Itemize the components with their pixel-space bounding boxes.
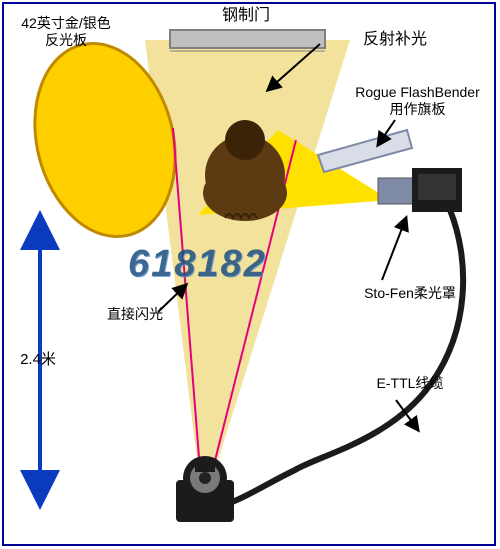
label-ettl: E-TTL线缆: [360, 375, 460, 392]
label-flashbender: Rogue FlashBender 用作旗板: [335, 84, 500, 118]
label-reflector: 42英寸金/银色 反光板: [6, 15, 126, 49]
label-bounce: 反射补光: [340, 30, 450, 49]
camera-hotshoe: [195, 460, 215, 472]
flashbender-flag: [318, 130, 412, 172]
label-steel-door: 钢制门: [196, 6, 296, 25]
label-stofen: Sto-Fen柔光罩: [335, 285, 485, 302]
subject-hair: [225, 120, 265, 160]
watermark-text: 618182: [128, 243, 267, 286]
label-distance: 2.4米: [8, 351, 68, 369]
steel-door: [170, 30, 325, 48]
label-direct: 直接闪光: [95, 306, 175, 323]
stofen-arrow: [382, 218, 406, 280]
